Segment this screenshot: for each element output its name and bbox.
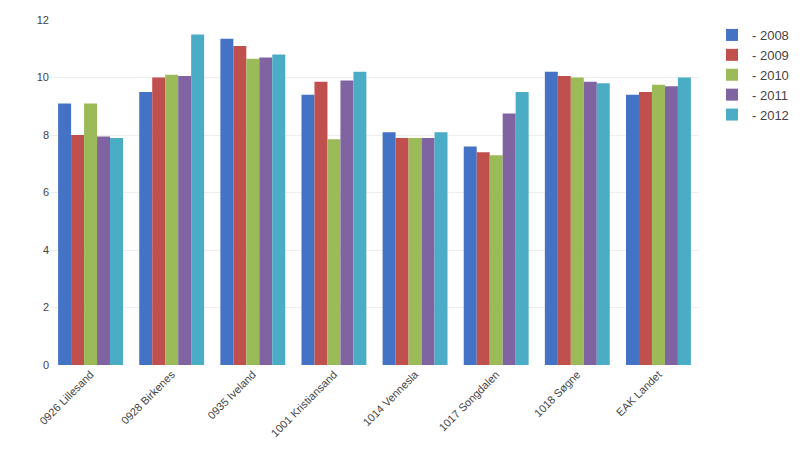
svg-text:1017 Songdalen: 1017 Songdalen xyxy=(436,368,501,433)
svg-text:0926 Lillesand: 0926 Lillesand xyxy=(37,368,96,427)
svg-text:0935 Iveland: 0935 Iveland xyxy=(205,368,258,421)
svg-text:1001 Kristiansand: 1001 Kristiansand xyxy=(268,368,339,439)
svg-text:12: 12 xyxy=(37,14,49,26)
svg-text:- 2008: - 2008 xyxy=(752,28,789,43)
svg-text:- 2011: - 2011 xyxy=(752,88,788,103)
svg-text:6: 6 xyxy=(43,186,49,198)
svg-text:1014 Vennesla: 1014 Vennesla xyxy=(360,368,421,429)
svg-text:0: 0 xyxy=(43,359,49,371)
svg-text:8: 8 xyxy=(43,129,49,141)
svg-text:- 2012: - 2012 xyxy=(752,108,789,123)
svg-text:- 2010: - 2010 xyxy=(752,68,789,83)
svg-text:- 2009: - 2009 xyxy=(752,48,789,63)
svg-text:1018 Søgne: 1018 Søgne xyxy=(532,368,583,419)
svg-text:4: 4 xyxy=(43,244,49,256)
svg-text:EAK Landet: EAK Landet xyxy=(614,368,664,418)
svg-text:10: 10 xyxy=(37,71,49,83)
svg-text:0928 Birkenes: 0928 Birkenes xyxy=(119,368,178,427)
svg-text:2: 2 xyxy=(43,301,49,313)
